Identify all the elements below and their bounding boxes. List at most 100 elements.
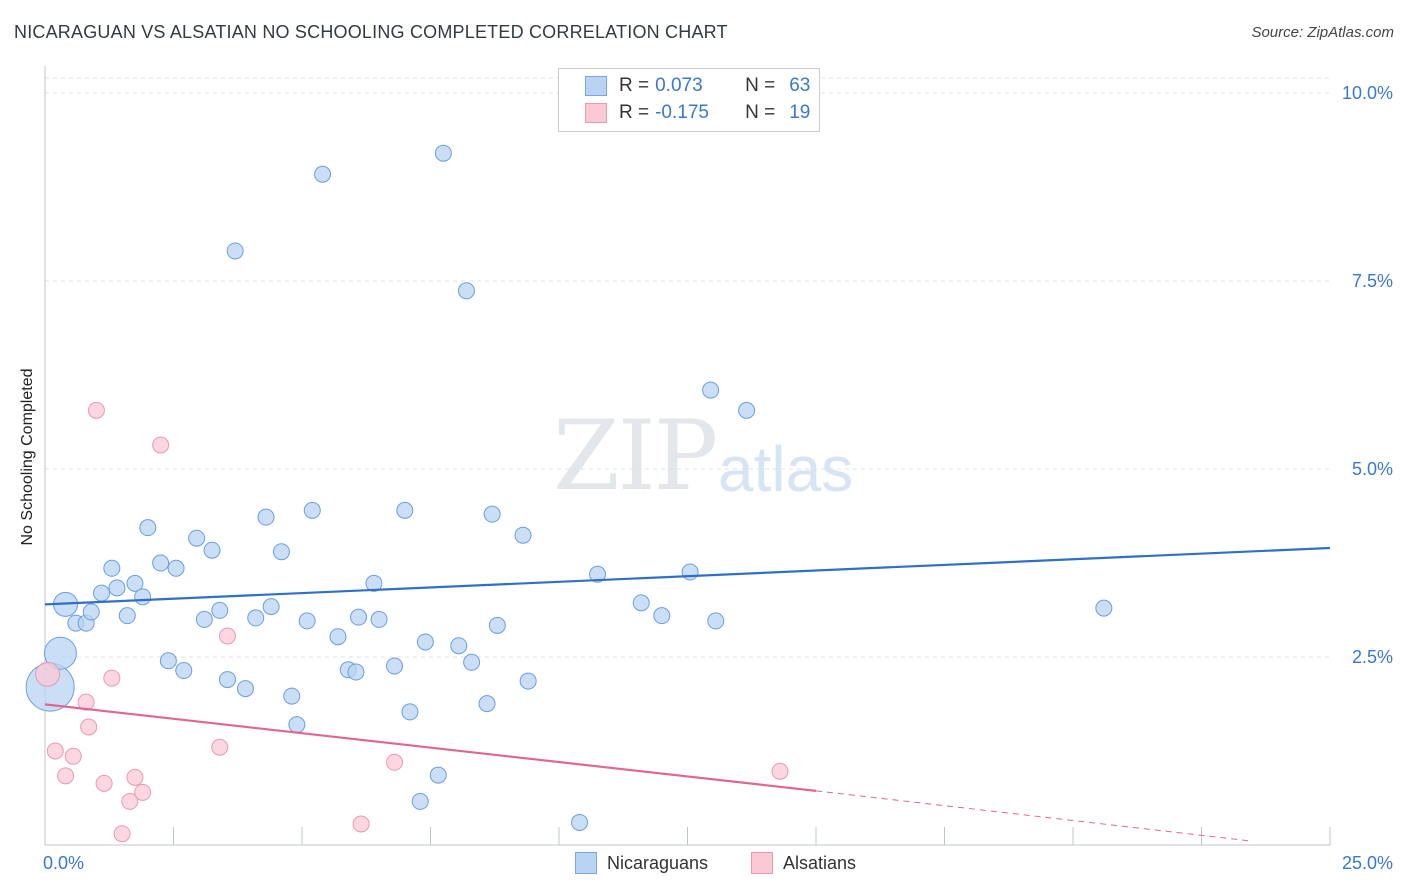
legend-r-value: -0.175 <box>655 102 709 123</box>
nicaraguan-point <box>457 282 475 300</box>
nicaraguan-point <box>488 616 506 634</box>
bottom-legend-swatch-nicaraguans <box>575 852 597 874</box>
nicaraguan-point <box>108 579 126 597</box>
nicaraguan-point <box>134 588 152 606</box>
nicaraguan-point <box>283 687 301 705</box>
alsatian-point <box>771 762 789 780</box>
source-label: Source: ZipAtlas.com <box>1251 24 1394 41</box>
alsatian-point <box>352 815 370 833</box>
nicaraguan-point <box>370 610 388 628</box>
watermark-zip: ZIP <box>553 400 718 512</box>
nicaraguan-point <box>365 574 383 592</box>
nicaraguan-point <box>681 563 699 581</box>
nicaraguan-point <box>236 680 254 698</box>
alsatian-point <box>80 718 98 736</box>
alsatian-point <box>46 742 64 760</box>
nicaraguan-point <box>571 813 589 831</box>
alsatian-point <box>126 768 144 786</box>
nicaraguan-point <box>262 598 280 616</box>
nicaraguan-point <box>738 401 756 419</box>
nicaraguan-point <box>589 565 607 583</box>
legend-n-value: 63 <box>789 75 811 96</box>
y-tick-label: 2.5% <box>1352 647 1393 667</box>
nicaraguan-point <box>416 633 434 651</box>
nicaraguan-point <box>702 381 720 399</box>
nicaraguan-point <box>329 628 347 646</box>
nicaraguan-point <box>272 543 290 561</box>
nicaraguan-point <box>632 594 650 612</box>
bottom-legend-alsatians: Alsatians <box>751 852 856 874</box>
bottom-legend-label-alsatians: Alsatians <box>783 852 857 873</box>
nicaraguan-point <box>463 653 481 671</box>
alsatian-trend-extension <box>815 790 1253 842</box>
nicaraguan-point <box>401 703 419 721</box>
nicaraguan-point <box>218 671 236 689</box>
legend-r-label: R = <box>619 102 650 123</box>
bottom-legend-swatch-alsatians <box>751 852 773 874</box>
alsatian-point <box>121 792 139 810</box>
legend-swatch-alsatians <box>585 103 607 123</box>
alsatian-point <box>218 627 236 645</box>
nicaraguan-point <box>211 601 229 619</box>
alsatian-point <box>87 401 105 419</box>
nicaraguan-point <box>450 637 468 655</box>
nicaraguan-point <box>411 792 429 810</box>
legend-n-value: 19 <box>789 102 811 123</box>
nicaraguan-point <box>653 607 671 625</box>
legend-row-nicaraguans: R = 0.073 N = 63 <box>585 74 810 98</box>
y-tick-label: 7.5% <box>1352 271 1393 291</box>
nicaraguan-point <box>175 662 193 680</box>
nicaraguan-point <box>519 672 537 690</box>
alsatian-point <box>103 669 121 687</box>
nicaraguan-point <box>103 559 121 577</box>
nicaraguan-point <box>483 505 501 523</box>
legend-r-label: R = <box>619 75 650 96</box>
nicaraguan-point <box>82 603 100 621</box>
nicaraguan-point <box>43 636 77 670</box>
nicaraguan-point <box>314 165 332 183</box>
nicaraguan-point <box>429 766 447 784</box>
alsatian-point <box>35 661 61 687</box>
alsatian-point <box>57 767 75 785</box>
alsatian-point <box>64 747 82 765</box>
nicaraguan-point <box>167 559 185 577</box>
bottom-legend-nicaraguans: Nicaraguans <box>575 852 708 874</box>
nicaraguan-point <box>288 716 306 734</box>
nicaraguan-point <box>350 608 368 626</box>
nicaraguan-point <box>159 652 177 670</box>
alsatian-point <box>77 693 95 711</box>
legend-n-label: N = <box>745 102 776 123</box>
x-tick-label: 0.0% <box>43 853 84 873</box>
nicaraguan-point <box>247 609 265 627</box>
nicaraguan-point <box>188 529 206 547</box>
legend-n-label: N = <box>745 75 776 96</box>
nicaraguan-point <box>126 574 144 592</box>
nicaraguan-point <box>93 584 111 602</box>
nicaraguan-point <box>386 657 404 675</box>
nicaraguan-point <box>139 519 157 537</box>
nicaraguan-point <box>347 663 365 681</box>
nicaraguan-point <box>1095 599 1113 617</box>
y-tick-label: 5.0% <box>1352 459 1393 479</box>
legend-row-alsatians: R = -0.175 N = 19 <box>585 101 810 125</box>
x-tick-label: 25.0% <box>1342 853 1393 873</box>
alsatian-point <box>211 738 229 756</box>
nicaraguan-point <box>707 612 725 630</box>
legend-swatch-nicaraguans <box>585 76 607 96</box>
nicaraguan-point <box>303 501 321 519</box>
nicaraguan-point <box>195 610 213 628</box>
nicaraguan-point <box>152 554 170 572</box>
alsatian-point <box>386 753 404 771</box>
nicaraguan-point <box>257 508 275 526</box>
alsatian-point <box>113 825 131 843</box>
nicaraguan-point <box>298 612 316 630</box>
legend-r-value: 0.073 <box>655 75 703 96</box>
alsatian-point <box>95 774 113 792</box>
nicaraguan-trend-line <box>44 546 1331 606</box>
alsatian-point <box>152 436 170 454</box>
nicaraguan-point <box>118 607 136 625</box>
bottom-legend-label-nicaraguans: Nicaraguans <box>607 852 709 873</box>
nicaraguan-point <box>434 144 452 162</box>
alsatian-point <box>134 783 152 801</box>
